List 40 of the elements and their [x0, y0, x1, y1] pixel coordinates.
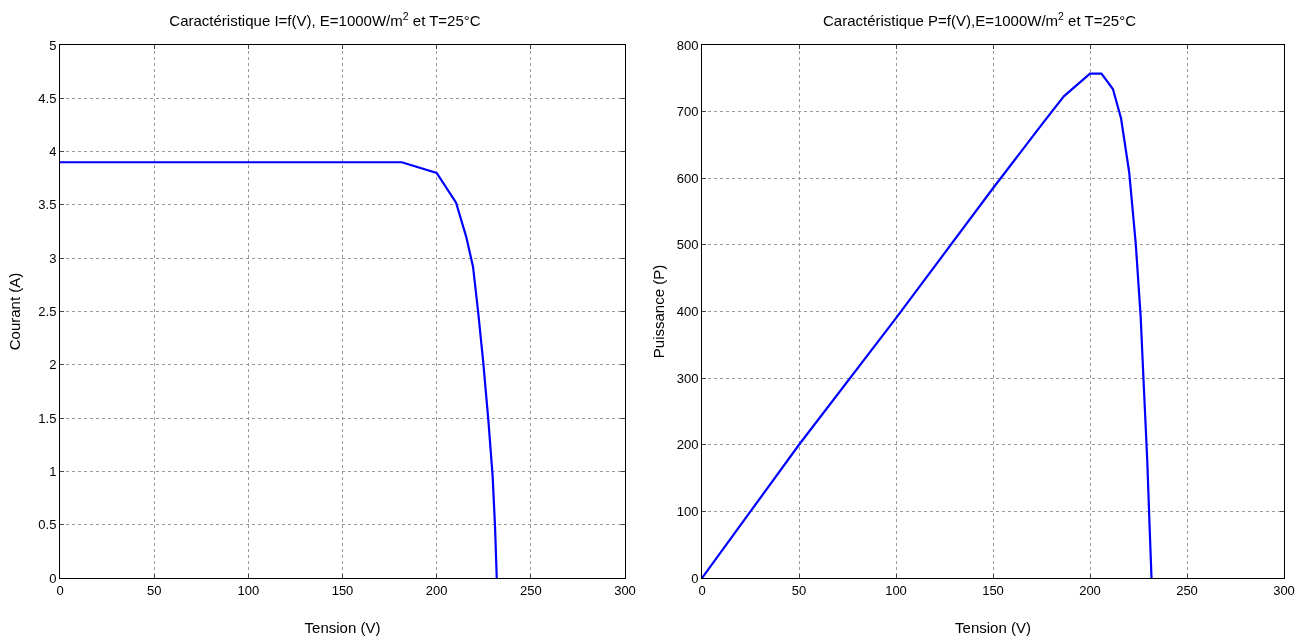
x-tick-label: 50 [146, 582, 162, 598]
y-tick-label: 600 [676, 170, 699, 186]
x-axis-title: Tension (V) [955, 619, 1031, 636]
y-tick-label: 500 [676, 237, 699, 253]
x-tick-label: 250 [1176, 582, 1198, 598]
y-tick-label: 100 [676, 503, 699, 519]
y-axis-title: Courant (A) [6, 272, 23, 351]
y-tick-label: 3 [49, 250, 57, 266]
y-tick-label: 0 [49, 570, 57, 586]
y-axis-title: Puissance (P) [650, 264, 667, 359]
x-tick-label: 300 [614, 582, 636, 598]
x-tick-label: 300 [1273, 582, 1295, 598]
y-tick-label: 0.5 [38, 517, 57, 533]
y-tick-label: 4 [49, 144, 57, 160]
x-tick-label: 250 [519, 582, 542, 598]
y-tick-label: 4.5 [38, 90, 57, 106]
x-tick-label: 200 [1079, 582, 1101, 598]
line-series [60, 161, 498, 578]
y-tick-label: 1.5 [38, 410, 57, 426]
y-tick-label: 5 [49, 37, 57, 53]
x-tick-label: 100 [885, 582, 907, 598]
y-tick-label: 0 [691, 570, 699, 586]
y-tick-label: 3.5 [38, 197, 57, 213]
y-tick-label: 700 [676, 104, 699, 120]
x-tick-label: 100 [237, 582, 260, 598]
y-tick-label: 400 [676, 304, 699, 320]
y-tick-label: 800 [676, 37, 699, 53]
x-tick-label: 50 [791, 582, 807, 598]
x-tick-label: 200 [425, 582, 448, 598]
x-tick-label: 150 [982, 582, 1004, 598]
chart-title: Caractéristique P=f(V),E=1000W/m$^{2}$ et T=25°C [823, 10, 1137, 30]
x-axis-title: Tension (V) [304, 619, 381, 636]
chart-title: Caractéristique I=f(V), E=1000W/m$^{2}$ et T=25°C [169, 10, 481, 30]
y-tick-label: 300 [676, 370, 699, 386]
y-tick-label: 1 [49, 463, 57, 479]
line-series [702, 72, 1153, 578]
y-tick-label: 2.5 [38, 304, 57, 320]
x-tick-label: 150 [331, 582, 354, 598]
y-tick-label: 2 [49, 357, 57, 373]
y-tick-label: 200 [676, 437, 699, 453]
